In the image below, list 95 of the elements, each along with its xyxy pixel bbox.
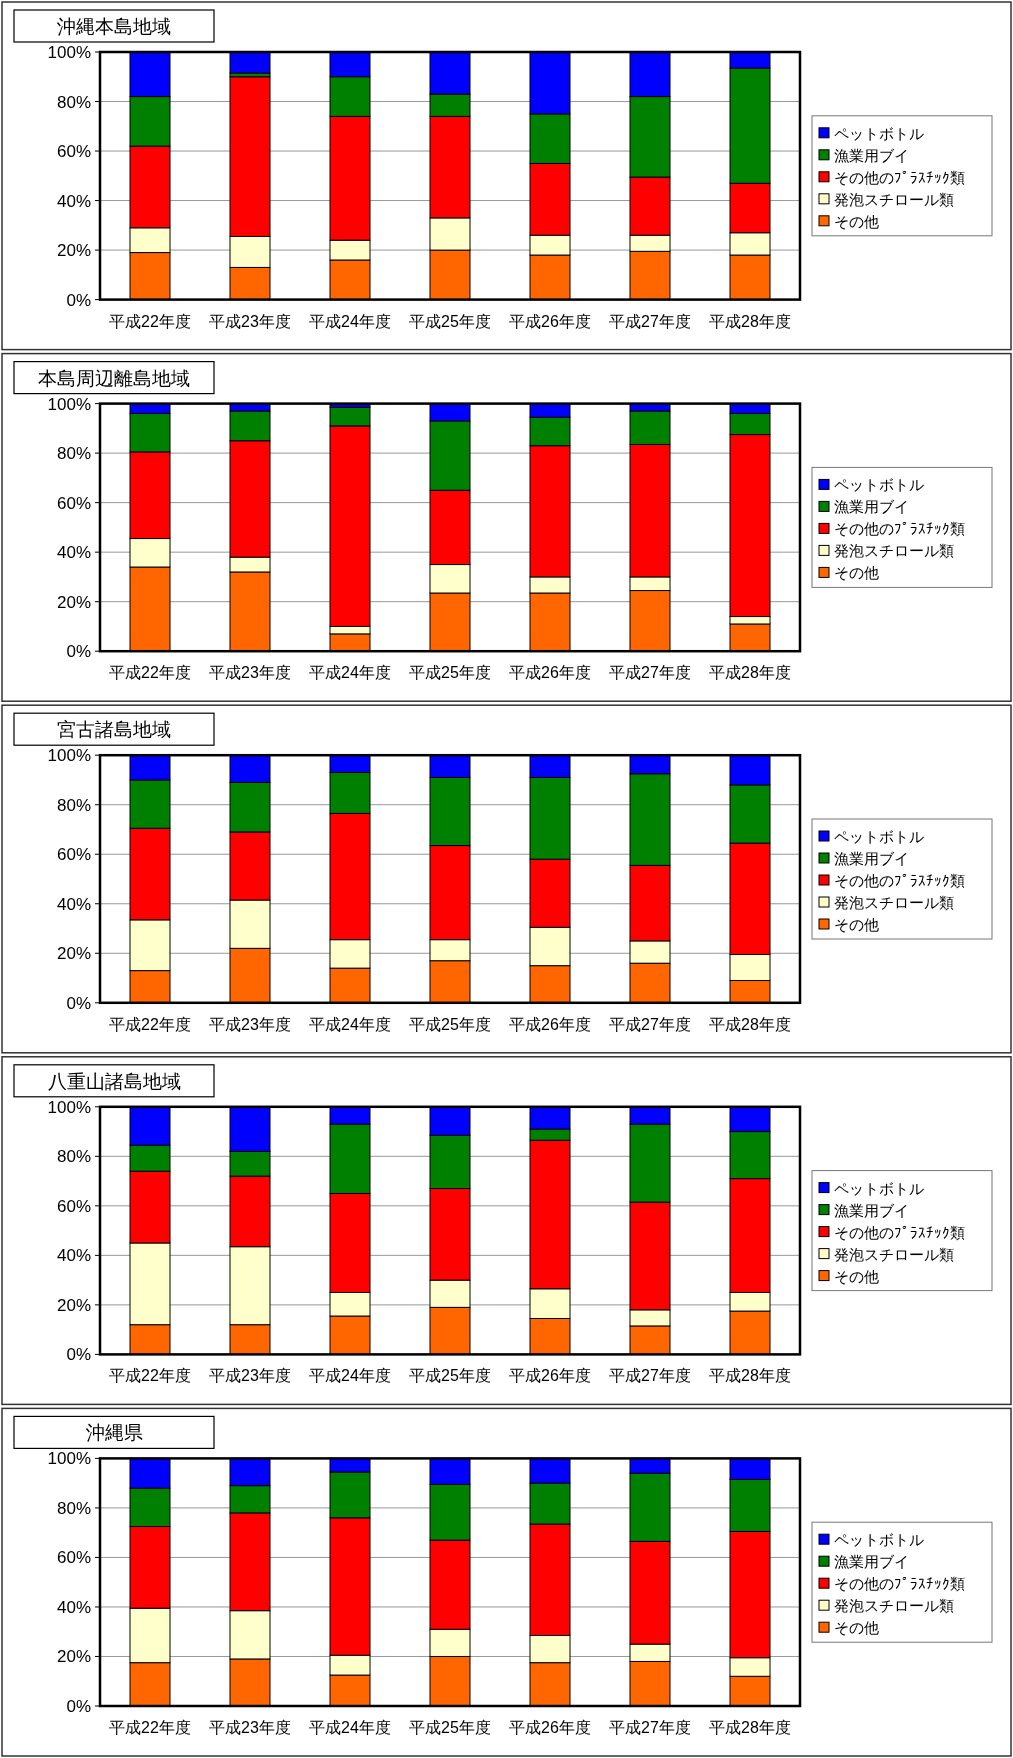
y-tick-label: 60% bbox=[56, 845, 91, 865]
legend-label: その他 bbox=[834, 1267, 879, 1285]
x-tick-label: 平成26年度 bbox=[509, 1367, 591, 1385]
x-tick-label: 平成25年度 bbox=[409, 1719, 491, 1736]
legend-label: 発泡スチロール類 bbox=[834, 190, 954, 208]
y-tick-label: 40% bbox=[56, 543, 91, 563]
x-tick-label: 平成22年度 bbox=[109, 312, 191, 330]
x-tick-label: 平成27年度 bbox=[609, 1015, 691, 1033]
legend-label: その他のﾌﾟﾗｽﾁｯｸ類 bbox=[834, 168, 965, 186]
chart-title: 沖縄県 bbox=[85, 1422, 143, 1444]
legend-label: ペットボトル bbox=[834, 476, 924, 494]
x-tick-label: 平成28年度 bbox=[709, 1367, 791, 1385]
x-tick-label: 平成23年度 bbox=[209, 1719, 291, 1736]
legend-label: 漁業用ブイ bbox=[834, 498, 909, 516]
y-tick-label: 40% bbox=[56, 894, 91, 914]
legend-label: 漁業用ブイ bbox=[834, 850, 909, 867]
legend-label: その他のﾌﾟﾗｽﾁｯｸ類 bbox=[834, 520, 965, 538]
y-tick-label: 100% bbox=[47, 394, 91, 414]
y-tick-label: 80% bbox=[56, 795, 91, 815]
chart-title: 沖縄本島地域 bbox=[57, 16, 171, 37]
legend-label: ペットボトル bbox=[834, 828, 924, 845]
x-tick-label: 平成26年度 bbox=[509, 312, 591, 330]
legend-label: その他 bbox=[834, 1619, 879, 1637]
x-tick-label: 平成26年度 bbox=[509, 1015, 591, 1033]
x-tick-label: 平成28年度 bbox=[709, 1719, 791, 1736]
legend-label: ペットボトル bbox=[834, 1179, 924, 1197]
chart-title: 本島周辺離島地域 bbox=[38, 367, 190, 389]
x-tick-label: 平成23年度 bbox=[209, 1015, 291, 1033]
chart-title: 八重山諸島地域 bbox=[47, 1070, 181, 1092]
y-tick-label: 80% bbox=[56, 1147, 91, 1167]
legend-label: 漁業用ブイ bbox=[834, 1553, 909, 1571]
y-tick-label: 100% bbox=[47, 746, 91, 766]
y-tick-label: 0% bbox=[66, 993, 91, 1013]
y-tick-label: 0% bbox=[66, 1345, 91, 1365]
legend-label: その他 bbox=[834, 916, 879, 933]
y-tick-label: 80% bbox=[56, 444, 91, 464]
x-tick-label: 平成22年度 bbox=[109, 1719, 191, 1736]
x-tick-label: 平成24年度 bbox=[309, 312, 391, 330]
y-tick-label: 40% bbox=[56, 1246, 91, 1266]
y-tick-label: 20% bbox=[56, 944, 91, 964]
x-tick-label: 平成27年度 bbox=[609, 312, 691, 330]
legend-label: 漁業用ブイ bbox=[834, 146, 909, 164]
y-tick-label: 60% bbox=[56, 1548, 91, 1568]
y-tick-label: 100% bbox=[47, 1097, 91, 1117]
x-tick-label: 平成28年度 bbox=[709, 1015, 791, 1033]
y-tick-label: 80% bbox=[56, 1498, 91, 1518]
y-tick-label: 60% bbox=[56, 1196, 91, 1216]
legend-label: その他のﾌﾟﾗｽﾁｯｸ類 bbox=[834, 872, 965, 889]
y-tick-label: 100% bbox=[47, 43, 91, 62]
x-tick-label: 平成25年度 bbox=[409, 1015, 491, 1033]
y-tick-label: 80% bbox=[56, 92, 91, 112]
legend-label: ペットボトル bbox=[834, 1531, 924, 1549]
y-tick-label: 100% bbox=[47, 1449, 91, 1469]
chart-title: 宮古諸島地域 bbox=[57, 719, 171, 741]
x-tick-label: 平成22年度 bbox=[109, 1367, 191, 1385]
x-tick-label: 平成22年度 bbox=[109, 1015, 191, 1033]
x-tick-label: 平成23年度 bbox=[209, 664, 291, 682]
x-tick-label: 平成27年度 bbox=[609, 1719, 691, 1736]
y-tick-label: 40% bbox=[56, 191, 91, 211]
y-tick-label: 60% bbox=[56, 493, 91, 513]
y-tick-label: 0% bbox=[66, 290, 91, 310]
x-tick-label: 平成25年度 bbox=[409, 1367, 491, 1385]
y-tick-label: 20% bbox=[56, 1295, 91, 1315]
x-tick-label: 平成27年度 bbox=[609, 664, 691, 682]
x-tick-label: 平成25年度 bbox=[409, 312, 491, 330]
x-tick-label: 平成28年度 bbox=[709, 664, 791, 682]
legend-label: 漁業用ブイ bbox=[834, 1201, 909, 1219]
x-tick-label: 平成23年度 bbox=[209, 1367, 291, 1385]
legend-label: 発泡スチロール類 bbox=[834, 894, 954, 911]
legend-label: ペットボトル bbox=[834, 124, 924, 142]
y-tick-label: 0% bbox=[66, 1697, 91, 1716]
x-tick-label: 平成22年度 bbox=[109, 664, 191, 682]
x-tick-label: 平成24年度 bbox=[309, 1015, 391, 1033]
x-tick-label: 平成27年度 bbox=[609, 1367, 691, 1385]
legend-label: その他のﾌﾟﾗｽﾁｯｸ類 bbox=[834, 1575, 965, 1593]
y-tick-label: 20% bbox=[56, 1647, 91, 1667]
y-tick-label: 40% bbox=[56, 1597, 91, 1617]
legend-label: その他のﾌﾟﾗｽﾁｯｸ類 bbox=[834, 1223, 965, 1241]
y-tick-label: 20% bbox=[56, 241, 91, 261]
legend-label: その他 bbox=[834, 212, 879, 230]
x-tick-label: 平成25年度 bbox=[409, 664, 491, 682]
x-tick-label: 平成24年度 bbox=[309, 664, 391, 682]
y-tick-label: 60% bbox=[56, 142, 91, 162]
legend-label: 発泡スチロール類 bbox=[834, 1597, 954, 1615]
x-tick-label: 平成24年度 bbox=[309, 1719, 391, 1736]
x-tick-label: 平成23年度 bbox=[209, 312, 291, 330]
x-tick-label: 平成24年度 bbox=[309, 1367, 391, 1385]
y-tick-label: 20% bbox=[56, 592, 91, 612]
y-tick-label: 0% bbox=[66, 642, 91, 662]
x-tick-label: 平成28年度 bbox=[709, 312, 791, 330]
legend-label: 発泡スチロール類 bbox=[834, 1245, 954, 1263]
x-tick-label: 平成26年度 bbox=[509, 664, 591, 682]
x-tick-label: 平成26年度 bbox=[509, 1719, 591, 1736]
legend-label: その他 bbox=[834, 564, 879, 582]
legend-label: 発泡スチロール類 bbox=[834, 542, 954, 560]
